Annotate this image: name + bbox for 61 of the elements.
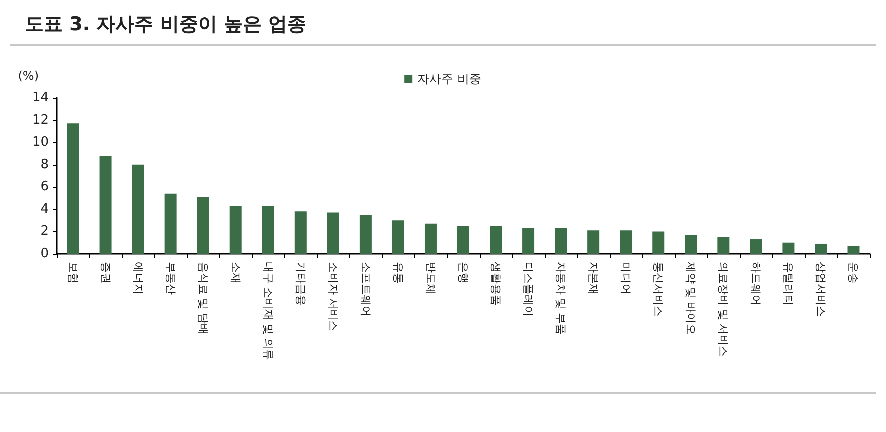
y-tick-label: 14	[32, 90, 49, 106]
x-tick-label: 증권	[99, 262, 112, 284]
x-tick-label: 의료장비 및 서비스	[717, 262, 730, 357]
y-tick-label: 12	[32, 112, 49, 128]
y-tick-label: 2	[40, 224, 49, 240]
y-tick-label: 0	[40, 246, 49, 262]
bar	[750, 240, 762, 254]
x-tick-label: 상업서비스	[814, 262, 828, 317]
bar	[555, 228, 568, 254]
bar	[458, 226, 470, 254]
bar	[262, 206, 274, 254]
chart-title: 도표 3. 자사주 비중이 높은 업종	[25, 14, 307, 36]
bar	[327, 212, 340, 254]
x-tick-label: 반도체	[424, 262, 438, 295]
bar	[620, 230, 632, 254]
bar	[424, 224, 437, 254]
bar	[782, 242, 795, 254]
x-tick-label: 내구 소비재 및 의류	[262, 262, 275, 360]
bar	[294, 212, 307, 254]
x-tick-label: 에너지	[132, 262, 145, 295]
x-tick-label: 하드웨어	[750, 262, 763, 306]
bar	[652, 232, 665, 254]
y-tick-label: 4	[40, 202, 49, 217]
y-tick-label: 6	[40, 180, 49, 195]
y-tick-label: 10	[32, 135, 49, 150]
x-tick-label: 유틸리티	[782, 262, 796, 306]
x-tick-label: 소프트웨어	[359, 262, 372, 317]
bar	[67, 124, 80, 254]
x-tick-label: 통신서비스	[652, 262, 666, 317]
x-tick-label: 음식료 및 담배	[196, 262, 210, 335]
bar	[230, 206, 242, 254]
bar	[848, 246, 860, 254]
x-tick-label: 제약 및 바이오	[684, 262, 698, 335]
bar	[718, 237, 730, 254]
x-tick-label: 부동산	[164, 262, 178, 295]
bar	[197, 197, 210, 254]
x-tick-label: 유통	[392, 262, 405, 284]
x-tick-label: 소비자 서비스	[326, 262, 340, 332]
x-tick-label: 은행	[457, 262, 470, 284]
y-axis-title: (%)	[18, 69, 39, 83]
x-tick-label: 기타금융	[294, 262, 308, 306]
legend-label: 자사주 비중	[418, 72, 482, 86]
x-tick-label: 자동차 및 부품	[554, 262, 568, 335]
bar	[132, 164, 144, 254]
bar	[588, 230, 600, 254]
x-tick-label: 미디어	[620, 262, 633, 295]
x-tick-label: 디스플레이	[522, 262, 536, 317]
bar	[360, 215, 372, 254]
x-tick-label: 생활용품	[490, 262, 503, 306]
x-tick-label: 보험	[66, 262, 80, 284]
bar	[815, 244, 828, 254]
x-tick-label: 자본재	[587, 262, 600, 295]
x-tick-label: 소재	[229, 262, 242, 284]
bar	[392, 220, 404, 254]
y-tick-label: 8	[40, 157, 49, 172]
x-tick-label: 운송	[847, 262, 860, 284]
bar	[100, 156, 112, 254]
bar	[164, 194, 177, 254]
bar	[685, 235, 698, 254]
bar	[522, 228, 535, 254]
bar	[490, 226, 502, 254]
